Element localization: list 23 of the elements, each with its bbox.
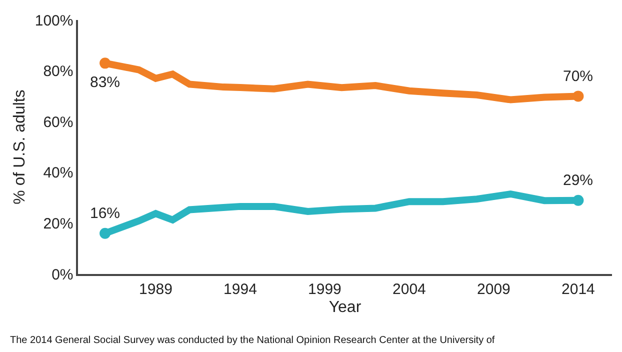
y-tick-label: 80% [43,63,74,80]
data-label: 70% [563,68,594,85]
x-tick-label: 2009 [477,280,510,298]
point [100,228,111,239]
data-label: 16% [90,205,120,222]
point [572,90,584,102]
point [572,194,584,206]
text: The 2014 General Social Survey was conducted by the National Opinion Research Center at the University of [10,335,495,346]
y-tick-label: 100% [34,12,74,30]
x-tick-label: 2014 [562,280,595,298]
y-tick-label: 20% [43,215,74,232]
y-axis-title: % of U.S. adults [11,90,28,204]
y-tick-label: 60% [43,114,74,131]
x-tick-label: 1994 [224,280,257,298]
point [100,58,111,69]
x-tick-label: 1989 [139,280,172,298]
x-axis-title: Year [328,298,362,316]
y-tick-label: 0% [52,266,74,284]
x-tick-label: 1999 [308,280,342,298]
data-label: 83% [90,74,120,91]
x-tick-label: 2004 [392,280,426,298]
data-label: 29% [563,172,594,189]
y-tick-label: 40% [43,164,74,182]
